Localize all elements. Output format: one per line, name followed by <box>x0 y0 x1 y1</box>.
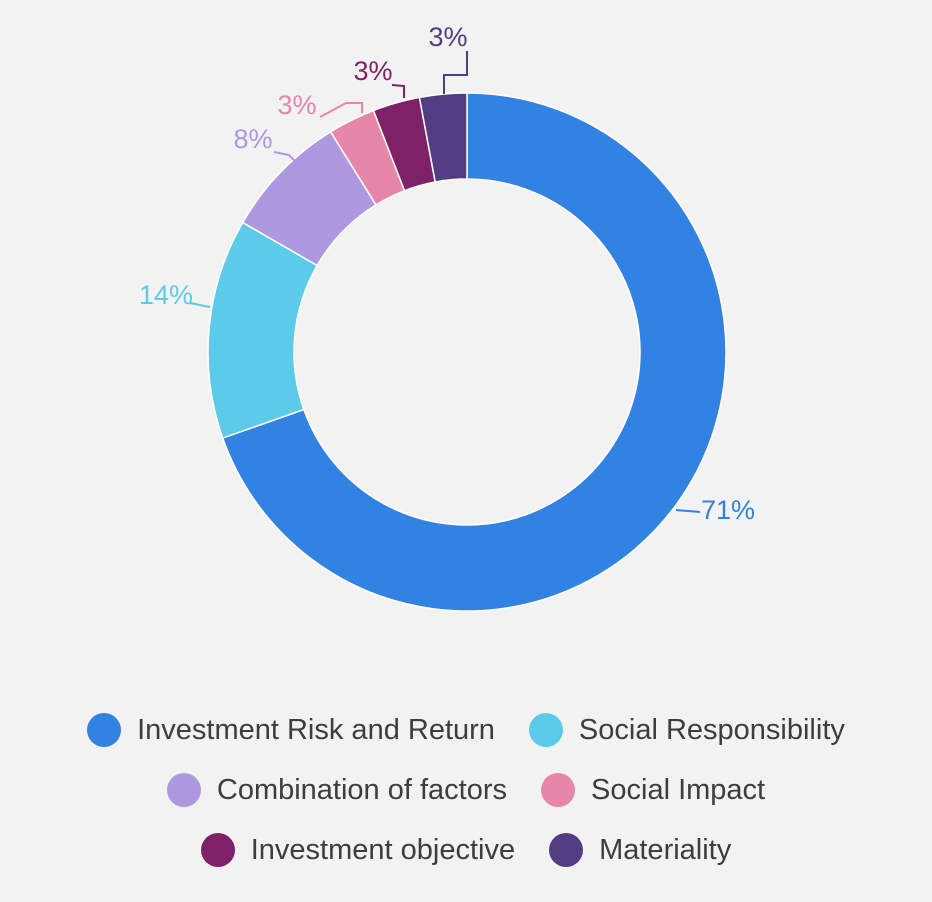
slice-investment-risk-and-return <box>221 92 727 612</box>
leader-line-3 <box>319 102 363 118</box>
donut-chart: 71%14%8%3%3%3% <box>139 22 755 612</box>
legend-label: Investment Risk and Return <box>137 713 495 746</box>
legend-label: Combination of factors <box>216 773 508 806</box>
leader-line-4 <box>391 84 405 98</box>
slice-materiality <box>418 92 468 183</box>
data-label-investment-risk-and-return: 71% <box>701 495 755 525</box>
chart-legend: Investment Risk and Return Social Respons… <box>0 700 932 880</box>
legend-swatch-icon <box>166 773 201 807</box>
legend-row: Combination of factors Social Impact <box>0 760 932 820</box>
donut-slices <box>207 92 727 612</box>
legend-item: Social Impact <box>541 773 765 807</box>
leader-line-2 <box>273 151 297 163</box>
leader-line-1 <box>189 302 211 308</box>
leader-line-0 <box>675 509 701 513</box>
data-label-social-responsibility: 14% <box>139 280 193 310</box>
legend-label: Investment objective <box>250 833 516 866</box>
label-leader-lines <box>189 51 701 513</box>
legend-item: Combination of factors <box>166 773 508 807</box>
data-label-investment-objective: 3% <box>353 56 392 86</box>
legend-item: Investment Risk and Return <box>87 713 495 747</box>
legend-swatch-icon <box>200 833 235 867</box>
legend-label: Materiality <box>599 833 732 866</box>
legend-swatch-icon <box>541 773 576 807</box>
leader-line-5 <box>443 51 468 94</box>
legend-label: Social Responsibility <box>578 713 845 746</box>
legend-item: Materiality <box>549 833 731 867</box>
legend-item: Social Responsibility <box>528 713 845 747</box>
legend-label: Social Impact <box>591 773 766 806</box>
legend-item: Investment objective <box>200 833 516 867</box>
legend-swatch-icon <box>549 833 584 867</box>
percentage-labels: 71%14%8%3%3%3% <box>139 22 755 525</box>
legend-row: Investment objective Materiality <box>0 820 932 880</box>
data-label-materiality: 3% <box>428 22 467 52</box>
data-label-combination-of-factors: 8% <box>233 124 272 154</box>
data-label-social-impact: 3% <box>277 90 316 120</box>
legend-row: Investment Risk and Return Social Respons… <box>0 700 932 760</box>
legend-swatch-icon <box>87 713 122 747</box>
legend-swatch-icon <box>528 713 563 747</box>
